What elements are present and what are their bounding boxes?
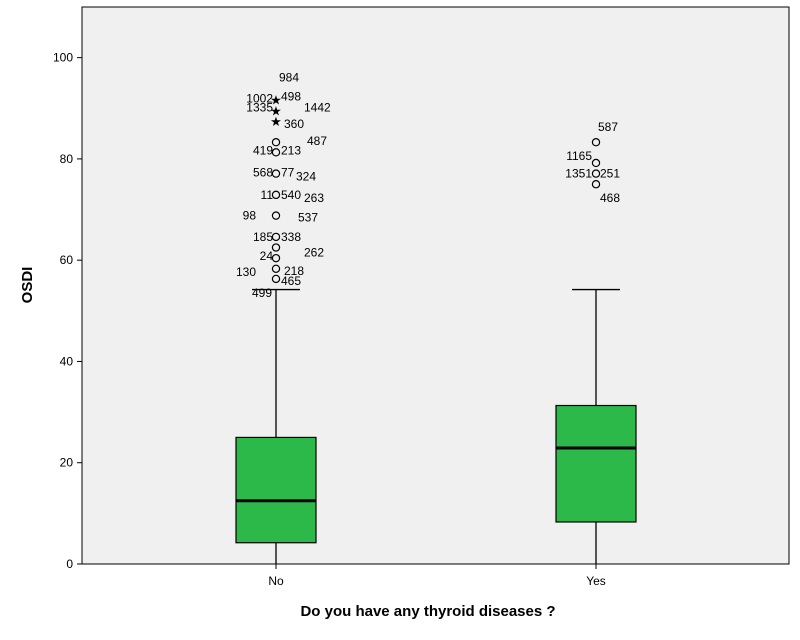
outlier-label: 419 [253, 143, 273, 157]
box-yes: 587 1165 1351 251 468 [555, 120, 637, 564]
y-tick-label: 100 [53, 51, 73, 65]
outlier-label: 1335 [246, 100, 273, 114]
outlier-label: 1002 [246, 92, 273, 106]
outlier-label: 537 [298, 211, 318, 225]
outlier-label: 540 [281, 188, 301, 202]
outlier-label: 498 [281, 90, 301, 104]
outlier-label: 218 [284, 264, 304, 278]
outlier-marker [591, 137, 601, 147]
outlier-label: 185 [253, 230, 273, 244]
outlier-marker [271, 253, 281, 263]
outlier-label: 24 [260, 249, 274, 263]
outlier-marker [271, 137, 281, 147]
outlier-label: 360 [284, 117, 304, 131]
y-axis: 0 20 40 60 80 100 [53, 51, 82, 571]
outlier-marker [271, 264, 281, 273]
x-axis-title: Do you have any thyroid diseases ? [300, 603, 555, 620]
outlier-extreme-marker: ★ [270, 104, 282, 119]
outlier-marker [271, 211, 281, 220]
y-tick-label: 40 [60, 354, 74, 368]
y-tick-label: 60 [60, 253, 74, 267]
iqr-box [555, 404, 637, 523]
x-axis: No Yes [268, 564, 606, 588]
outlier-label: 262 [304, 246, 324, 260]
outlier-label: 98 [243, 209, 257, 223]
outlier-extreme-marker: ★ [270, 115, 282, 130]
outlier-label: 568 [253, 166, 273, 180]
outlier-label: 263 [304, 191, 324, 205]
outlier-marker [271, 232, 281, 242]
outlier-label: 984 [279, 71, 299, 85]
outlier-label: 130 [236, 265, 256, 279]
outlier-label: 499 [252, 286, 272, 300]
outlier-marker [271, 148, 281, 157]
x-tick-label: No [268, 574, 284, 588]
outlier-label: 77 [281, 166, 295, 180]
outlier-label: 587 [598, 120, 618, 134]
outlier-label: 11 [261, 188, 274, 202]
outlier-marker [271, 190, 281, 200]
x-tick-label: Yes [586, 574, 606, 588]
outlier-label: 465 [281, 274, 301, 288]
iqr-box [235, 436, 317, 544]
outlier-marker [271, 274, 281, 284]
outlier-label: 324 [296, 170, 316, 184]
outlier-label: 251 [600, 167, 620, 181]
plot-area [81, 6, 790, 565]
outlier-marker [591, 180, 601, 189]
outlier-label: 487 [307, 134, 327, 148]
y-tick-label: 0 [66, 557, 73, 571]
outlier-label: 338 [281, 230, 301, 244]
outlier-marker [271, 243, 281, 252]
outlier-label: 1442 [304, 100, 331, 114]
outlier-extreme-marker: ★ [270, 94, 282, 109]
outlier-label: 1351 [565, 167, 592, 181]
outlier-label: 1165 [566, 149, 592, 163]
y-tick-label: 80 [60, 152, 74, 166]
outlier-label: 468 [600, 191, 620, 205]
outlier-label: 213 [281, 143, 301, 157]
outlier-marker [591, 158, 601, 168]
outlier-marker [271, 169, 281, 178]
outlier-marker [591, 169, 601, 178]
y-tick-label: 20 [60, 456, 74, 470]
y-axis-title: OSDI [19, 267, 36, 304]
